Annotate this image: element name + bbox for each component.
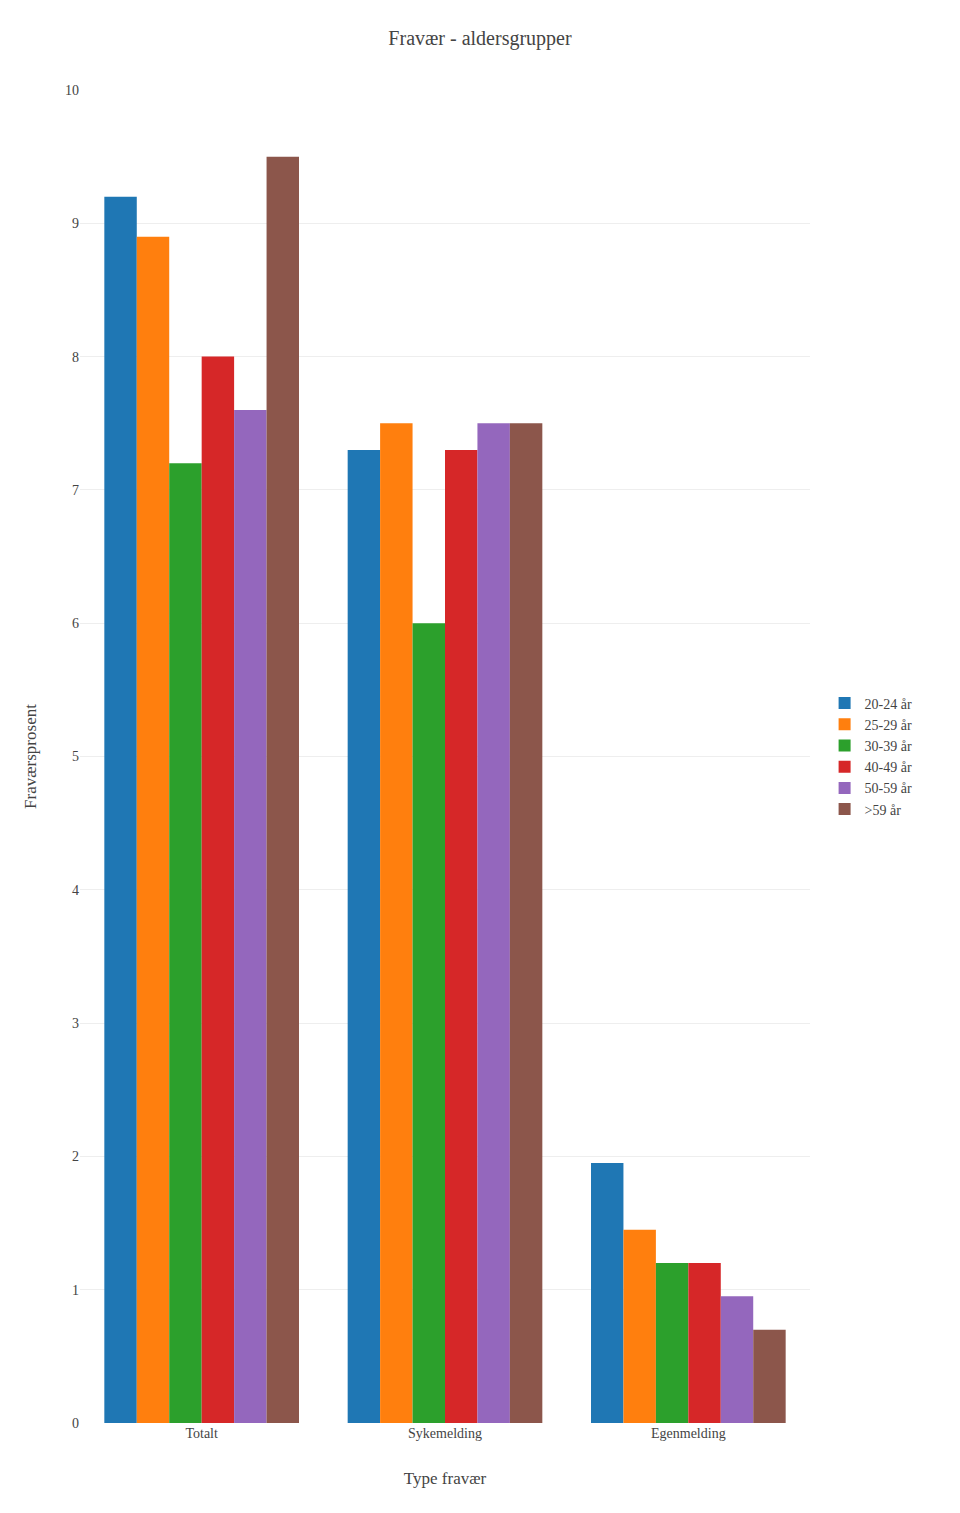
svg-text:3: 3 bbox=[72, 1016, 79, 1031]
svg-text:25-29 år: 25-29 år bbox=[865, 718, 912, 733]
svg-text:Fraværsprosent: Fraværsprosent bbox=[21, 704, 40, 809]
svg-text:0: 0 bbox=[72, 1416, 79, 1431]
svg-text:4: 4 bbox=[72, 883, 79, 898]
svg-text:20-24 år: 20-24 år bbox=[865, 697, 912, 712]
svg-text:>59 år: >59 år bbox=[865, 803, 902, 818]
svg-text:1: 1 bbox=[72, 1283, 79, 1298]
svg-text:5: 5 bbox=[72, 749, 79, 764]
svg-text:40-49 år: 40-49 år bbox=[865, 760, 912, 775]
svg-text:Totalt: Totalt bbox=[185, 1426, 218, 1441]
svg-text:9: 9 bbox=[72, 216, 79, 231]
svg-text:30-39 år: 30-39 år bbox=[865, 739, 912, 754]
svg-text:Egenmelding: Egenmelding bbox=[651, 1426, 726, 1441]
svg-text:7: 7 bbox=[72, 483, 79, 498]
svg-text:10: 10 bbox=[65, 83, 79, 98]
svg-text:8: 8 bbox=[72, 350, 79, 365]
svg-text:6: 6 bbox=[72, 616, 79, 631]
svg-text:Type fravær: Type fravær bbox=[404, 1469, 487, 1488]
svg-text:2: 2 bbox=[72, 1149, 79, 1164]
svg-text:50-59 år: 50-59 år bbox=[865, 781, 912, 796]
svg-text:Fravær - aldersgrupper: Fravær - aldersgrupper bbox=[388, 27, 572, 50]
svg-text:Sykemelding: Sykemelding bbox=[408, 1426, 482, 1441]
